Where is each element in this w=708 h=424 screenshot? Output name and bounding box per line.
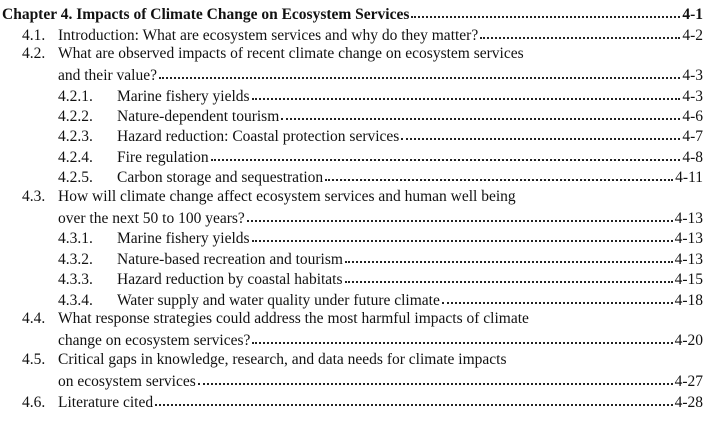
subsection-title: Nature-dependent tourism (117, 108, 280, 126)
subsection-number: 4.3.1. (58, 230, 93, 248)
subsection-title: Fire regulation (117, 148, 209, 166)
page-number: 4-13 (674, 230, 703, 248)
page-number: 4-1 (682, 5, 703, 23)
toc-entry[interactable]: 4.5. Critical gaps in knowledge, researc… (0, 350, 703, 370)
toc-entry-continuation[interactable]: change on ecosystem services? 4-20 (0, 330, 703, 350)
subsection-title: Marine fishery yields (117, 87, 250, 105)
subsection-number: 4.3.2. (58, 250, 93, 268)
section-title-continuation: and their value? (58, 67, 157, 85)
dot-leader (155, 391, 673, 407)
subsection-title: Hazard reduction by coastal habitats (117, 271, 343, 289)
toc-entry-continuation[interactable]: over the next 50 to 100 years? 4-13 (0, 208, 703, 228)
toc-entry[interactable]: 4.4. What response strategies could addr… (0, 309, 703, 329)
section-title: Introduction: What are ecosystem service… (58, 26, 479, 44)
section-number: 4.5. (22, 351, 46, 369)
page-number: 4-6 (682, 108, 703, 126)
toc-subentry[interactable]: 4.3.4. Water supply and water quality un… (0, 289, 703, 309)
subsection-number: 4.2.1. (58, 87, 93, 105)
section-title: What are observed impacts of recent clim… (58, 45, 524, 63)
toc-entry-continuation[interactable]: on ecosystem services 4-27 (0, 371, 703, 391)
toc-entry[interactable]: 4.6. Literature cited 4-28 (0, 391, 703, 411)
page-number: 4-7 (682, 128, 703, 146)
dot-leader (480, 24, 681, 40)
page-number: 4-15 (674, 271, 703, 289)
page-number: 4-28 (674, 393, 703, 411)
dot-leader (401, 126, 681, 142)
dot-leader (344, 269, 673, 285)
subsection-number: 4.3.3. (58, 271, 93, 289)
section-number: 4.2. (22, 45, 46, 63)
section-title: Critical gaps in knowledge, research, an… (58, 351, 507, 369)
toc-entry[interactable]: 4.3. How will climate change affect ecos… (0, 187, 703, 207)
page-number: 4-2 (682, 26, 703, 44)
page-number: 4-20 (674, 332, 703, 350)
subsection-number: 4.2.2. (58, 108, 93, 126)
page-number: 4-11 (675, 169, 703, 187)
dot-leader (210, 146, 681, 162)
toc-chapter-entry[interactable]: Chapter 4. Impacts of Climate Change on … (0, 3, 703, 24)
toc-entry-continuation[interactable]: and their value? 4-3 (0, 65, 703, 85)
subsection-number: 4.2.5. (58, 169, 93, 187)
dot-leader (344, 248, 673, 264)
table-of-contents: Chapter 4. Impacts of Climate Change on … (0, 3, 703, 411)
section-number: 4.6. (22, 393, 46, 411)
section-title-continuation: on ecosystem services (58, 373, 196, 391)
subsection-number: 4.3.4. (58, 291, 93, 309)
toc-entry[interactable]: 4.1. Introduction: What are ecosystem se… (0, 24, 703, 44)
page-number: 4-18 (674, 291, 703, 309)
dot-leader (251, 85, 681, 101)
page-number: 4-13 (674, 250, 703, 268)
chapter-title: Chapter 4. Impacts of Climate Change on … (2, 5, 410, 23)
section-number: 4.3. (22, 188, 46, 206)
dot-leader (158, 65, 681, 81)
toc-entry[interactable]: 4.2. What are observed impacts of recent… (0, 44, 703, 64)
subsection-title: Marine fishery yields (117, 230, 250, 248)
page-number: 4-13 (674, 210, 703, 228)
toc-subentry[interactable]: 4.2.1. Marine fishery yields 4-3 (0, 85, 703, 105)
subsection-title: Hazard reduction: Coastal protection ser… (117, 128, 400, 146)
dot-leader (411, 3, 681, 19)
page-number: 4-27 (674, 373, 703, 391)
page-number: 4-3 (682, 87, 703, 105)
page-number: 4-3 (682, 67, 703, 85)
subsection-title: Carbon storage and sequestration (117, 169, 324, 187)
toc-subentry[interactable]: 4.3.2. Nature-based recreation and touri… (0, 248, 703, 268)
dot-leader (197, 371, 673, 387)
section-number: 4.4. (22, 310, 46, 328)
dot-leader (252, 330, 673, 346)
section-title: Literature cited (58, 393, 154, 411)
dot-leader (325, 167, 674, 183)
section-title: How will climate change affect ecosystem… (58, 188, 516, 206)
subsection-title: Water supply and water quality under fut… (117, 291, 440, 309)
dot-leader (441, 289, 673, 305)
dot-leader (246, 208, 673, 224)
toc-subentry[interactable]: 4.2.4. Fire regulation 4-8 (0, 146, 703, 166)
section-title-continuation: change on ecosystem services? (58, 332, 251, 350)
toc-subentry[interactable]: 4.3.1. Marine fishery yields 4-13 (0, 228, 703, 248)
section-title-continuation: over the next 50 to 100 years? (58, 210, 245, 228)
subsection-number: 4.2.3. (58, 128, 93, 146)
subsection-number: 4.2.4. (58, 148, 93, 166)
page-number: 4-8 (682, 148, 703, 166)
subsection-title: Nature-based recreation and tourism (117, 250, 343, 268)
toc-subentry[interactable]: 4.3.3. Hazard reduction by coastal habit… (0, 269, 703, 289)
toc-subentry[interactable]: 4.2.2. Nature-dependent tourism 4-6 (0, 106, 703, 126)
dot-leader (281, 106, 681, 122)
toc-subentry[interactable]: 4.2.5. Carbon storage and sequestration … (0, 167, 703, 187)
section-title: What response strategies could address t… (58, 310, 529, 328)
toc-subentry[interactable]: 4.2.3. Hazard reduction: Coastal protect… (0, 126, 703, 146)
dot-leader (251, 228, 673, 244)
section-number: 4.1. (22, 26, 46, 44)
